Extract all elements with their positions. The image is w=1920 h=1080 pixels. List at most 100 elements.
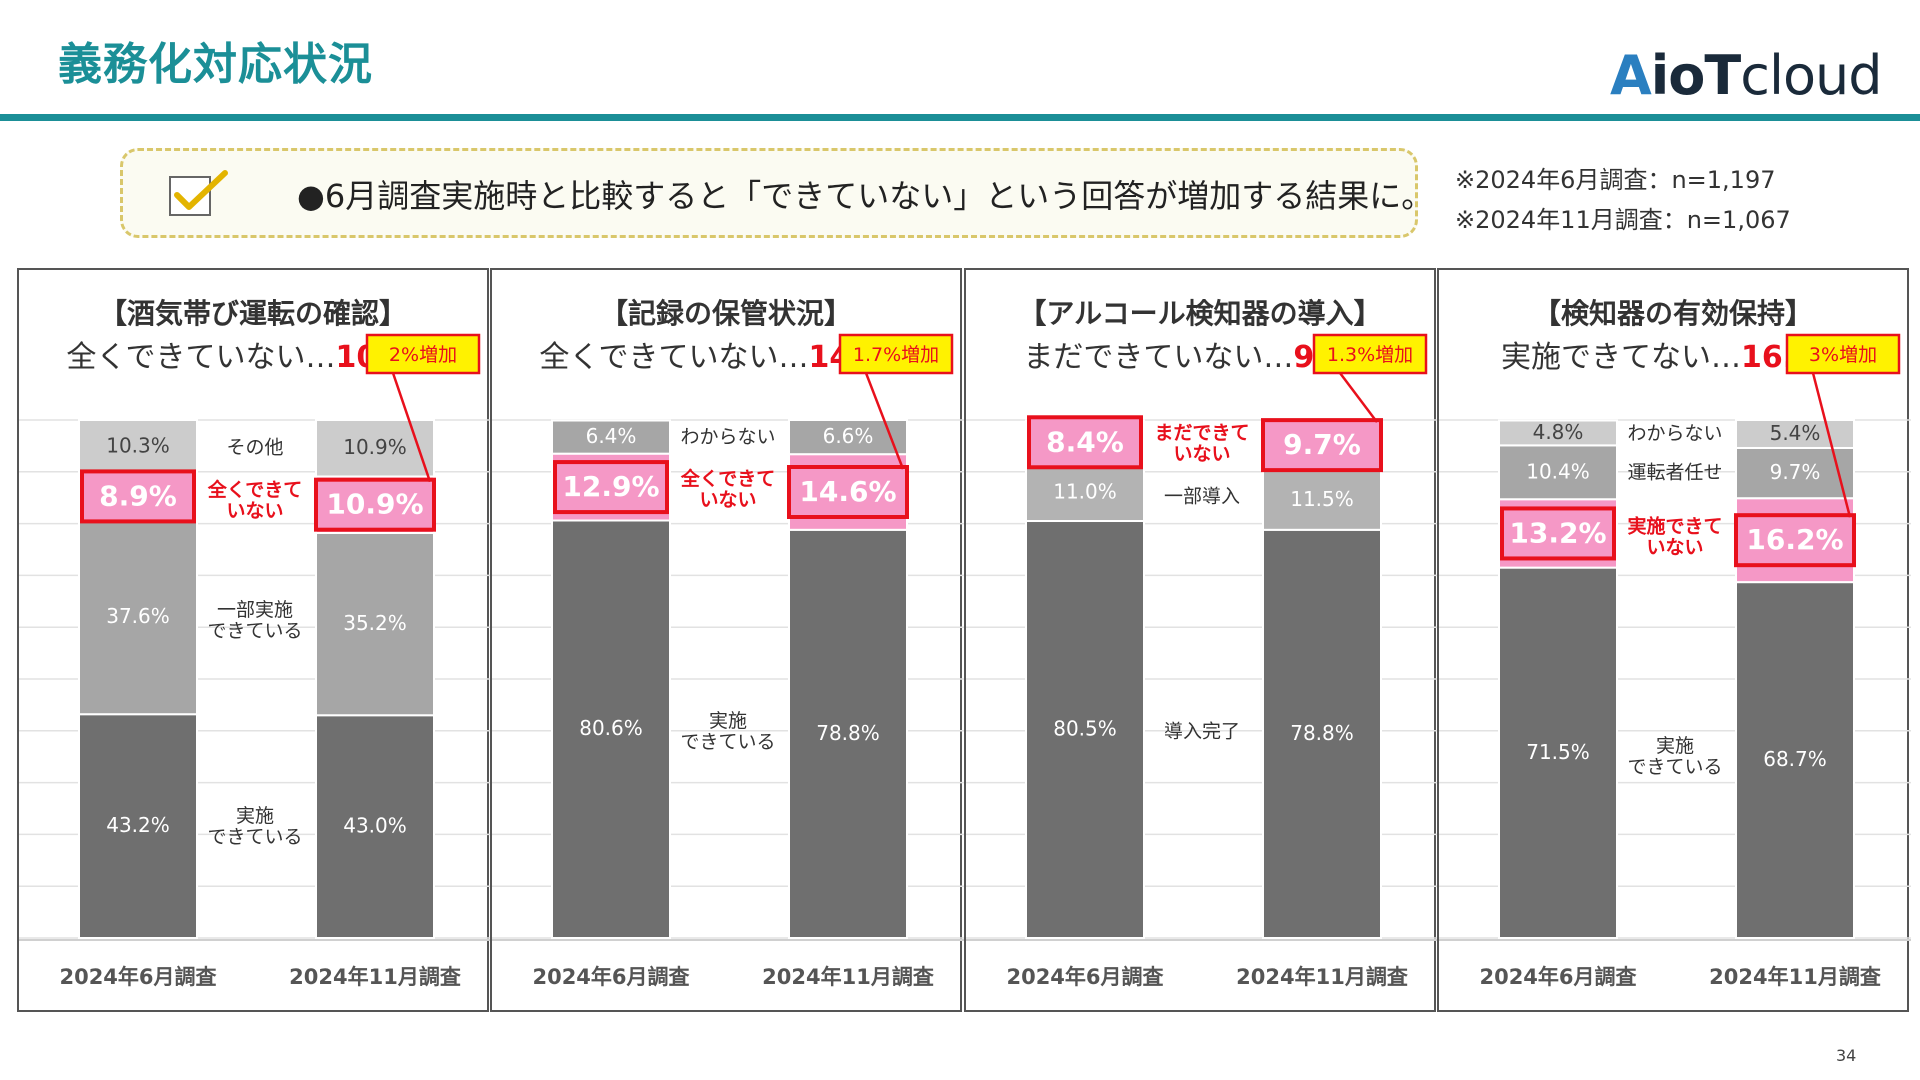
stacked-bar-chart: 80.5% 78.8% 導入完了 11.0% 11.5% 一部導入 まだできていない 8.4%… <box>966 333 1438 989</box>
highlight-value: 8.4% <box>1046 425 1124 458</box>
data-label: 4.8% <box>1533 419 1584 443</box>
series-label: わからない <box>1627 422 1722 444</box>
data-label: 80.5% <box>1053 716 1117 740</box>
bar-segment <box>551 419 671 455</box>
highlight-box <box>1500 506 1616 561</box>
highlight-value: 8.9% <box>99 479 177 512</box>
increase-connector <box>864 372 905 470</box>
highlight-box <box>1261 418 1383 473</box>
data-label: 10.9% <box>343 435 407 459</box>
increase-connector <box>391 372 432 483</box>
category-label: 2024年6月調査 <box>532 965 689 989</box>
series-label: 一部導入 <box>1164 485 1240 507</box>
series-label: 全くできていない <box>680 467 775 511</box>
highlight-value: 12.9% <box>562 470 659 503</box>
data-label: 11.0% <box>1053 479 1117 503</box>
data-label: 43.0% <box>343 813 407 837</box>
increase-badge <box>838 333 954 375</box>
increase-badge <box>365 333 481 375</box>
bar-segment <box>315 531 435 717</box>
page-title: 義務化対応状況 <box>58 39 373 90</box>
data-label: 37.6% <box>106 603 170 627</box>
checkbox-check-icon <box>169 170 228 216</box>
increase-connector <box>1339 372 1378 423</box>
bar-segment <box>1498 419 1618 447</box>
highlight-value: 14.6% <box>799 475 896 508</box>
series-label: その他 <box>226 436 283 458</box>
data-label: 10.3% <box>106 433 170 457</box>
increase-badge <box>1312 333 1428 375</box>
sample-note-november: ※2024年11月調査：n=1,067 <box>1455 206 1791 234</box>
highlight-box <box>1734 513 1856 568</box>
highlight-value: 13.2% <box>1509 516 1606 549</box>
bar-segment <box>1735 581 1855 939</box>
increase-label: 2%増加 <box>389 344 457 366</box>
highlight-box <box>1027 415 1143 470</box>
highlight-value: 9.7% <box>1283 428 1361 461</box>
data-label: 78.8% <box>816 720 880 744</box>
data-label: 9.7% <box>1770 460 1821 484</box>
header-divider <box>0 114 1920 121</box>
highlight-box <box>553 460 669 515</box>
chart-title: 【記録の保管状況】 <box>599 297 852 330</box>
series-label: 導入完了 <box>1164 720 1240 742</box>
page-number: 34 <box>1836 1046 1857 1065</box>
highlight-box <box>314 477 436 532</box>
series-label: わからない <box>680 426 775 448</box>
summary-text: ●6月調査実施時と比較すると「できていない」という回答が増加する結果に。 <box>297 177 1434 215</box>
increase-connector <box>1811 372 1852 518</box>
highlight-box <box>787 465 909 520</box>
series-label: 実施できている <box>1627 734 1722 777</box>
chart-title: 【アルコール検知器の導入】 <box>1018 297 1382 330</box>
chart-title: 【酒気帯び運転の確認】 <box>98 297 407 330</box>
bar-segment <box>78 713 198 939</box>
bar-segment <box>315 419 435 478</box>
highlight-value: 10.9% <box>326 488 423 521</box>
category-label: 2024年11月調査 <box>289 965 461 989</box>
highlight-value: 16.2% <box>1746 523 1843 556</box>
series-label: まだできていない <box>1154 422 1249 465</box>
series-label: 全くできていない <box>207 478 302 522</box>
chart-panel-detector-maintenance: 【検知器の有効保持】 実施できてない…16.2% 71.5%68.7%実施できて… <box>1437 268 1911 1012</box>
data-label: 6.4% <box>586 424 637 448</box>
series-label: 実施できている <box>207 804 302 847</box>
chart-title: 【検知器の有効保持】 <box>1532 297 1813 330</box>
bar-segment <box>78 419 198 475</box>
increase-badge <box>1785 333 1901 375</box>
highlight-box <box>80 469 196 524</box>
category-label: 2024年6月調査 <box>1006 965 1163 989</box>
data-label: 35.2% <box>343 611 407 635</box>
data-label: 6.6% <box>823 424 874 448</box>
category-label: 2024年11月調査 <box>1236 965 1408 989</box>
data-label: 11.5% <box>1290 487 1354 511</box>
category-label: 2024年6月調査 <box>1479 965 1636 989</box>
series-label: 実施できていない <box>1627 514 1722 558</box>
chart-panel-alcohol-check: 【酒気帯び運転の確認】 全くできていない…10.9% 43.2%43.0%実施で… <box>17 268 491 1012</box>
sample-note-june: ※2024年6月調査：n=1,197 <box>1455 166 1776 194</box>
data-label: 68.7% <box>1763 747 1827 771</box>
bar-segment <box>551 519 671 939</box>
data-label: 5.4% <box>1770 420 1821 444</box>
chart-panel-detector-install: 【アルコール検知器の導入】 まだできていない…9.7% 80.5%78.8%導入… <box>964 268 1438 1012</box>
increase-label: 3%増加 <box>1809 344 1877 366</box>
aiotcloud-logo: AioTcloud <box>1610 44 1882 107</box>
series-label: 実施できている <box>680 710 775 753</box>
bar-segment <box>1735 419 1855 449</box>
data-label: 80.6% <box>579 716 643 740</box>
data-label: 78.8% <box>1290 720 1354 744</box>
summary-callout: ●6月調査実施時と比較すると「できていない」という回答が増加する結果に。 <box>120 148 1433 238</box>
series-label: 一部実施できている <box>207 599 302 642</box>
bar-segment <box>1262 528 1382 939</box>
category-label: 2024年11月調査 <box>1709 965 1881 989</box>
data-label: 10.4% <box>1526 459 1590 483</box>
increase-label: 1.7%増加 <box>853 344 939 366</box>
chart-panel-record-storage: 【記録の保管状況】 全くできていない…14.6% 80.6%78.8%実施できて… <box>490 268 964 1012</box>
bar-segment <box>1498 444 1618 501</box>
series-label: 運転者任せ <box>1627 461 1722 483</box>
category-label: 2024年6月調査 <box>59 965 216 989</box>
data-label: 71.5% <box>1526 739 1590 763</box>
stacked-bar-chart: 43.2% 43.0% 実施できている 37.6% 35.2% 一部実施できている全くでき… <box>19 333 491 989</box>
bar-segment <box>1498 566 1618 939</box>
